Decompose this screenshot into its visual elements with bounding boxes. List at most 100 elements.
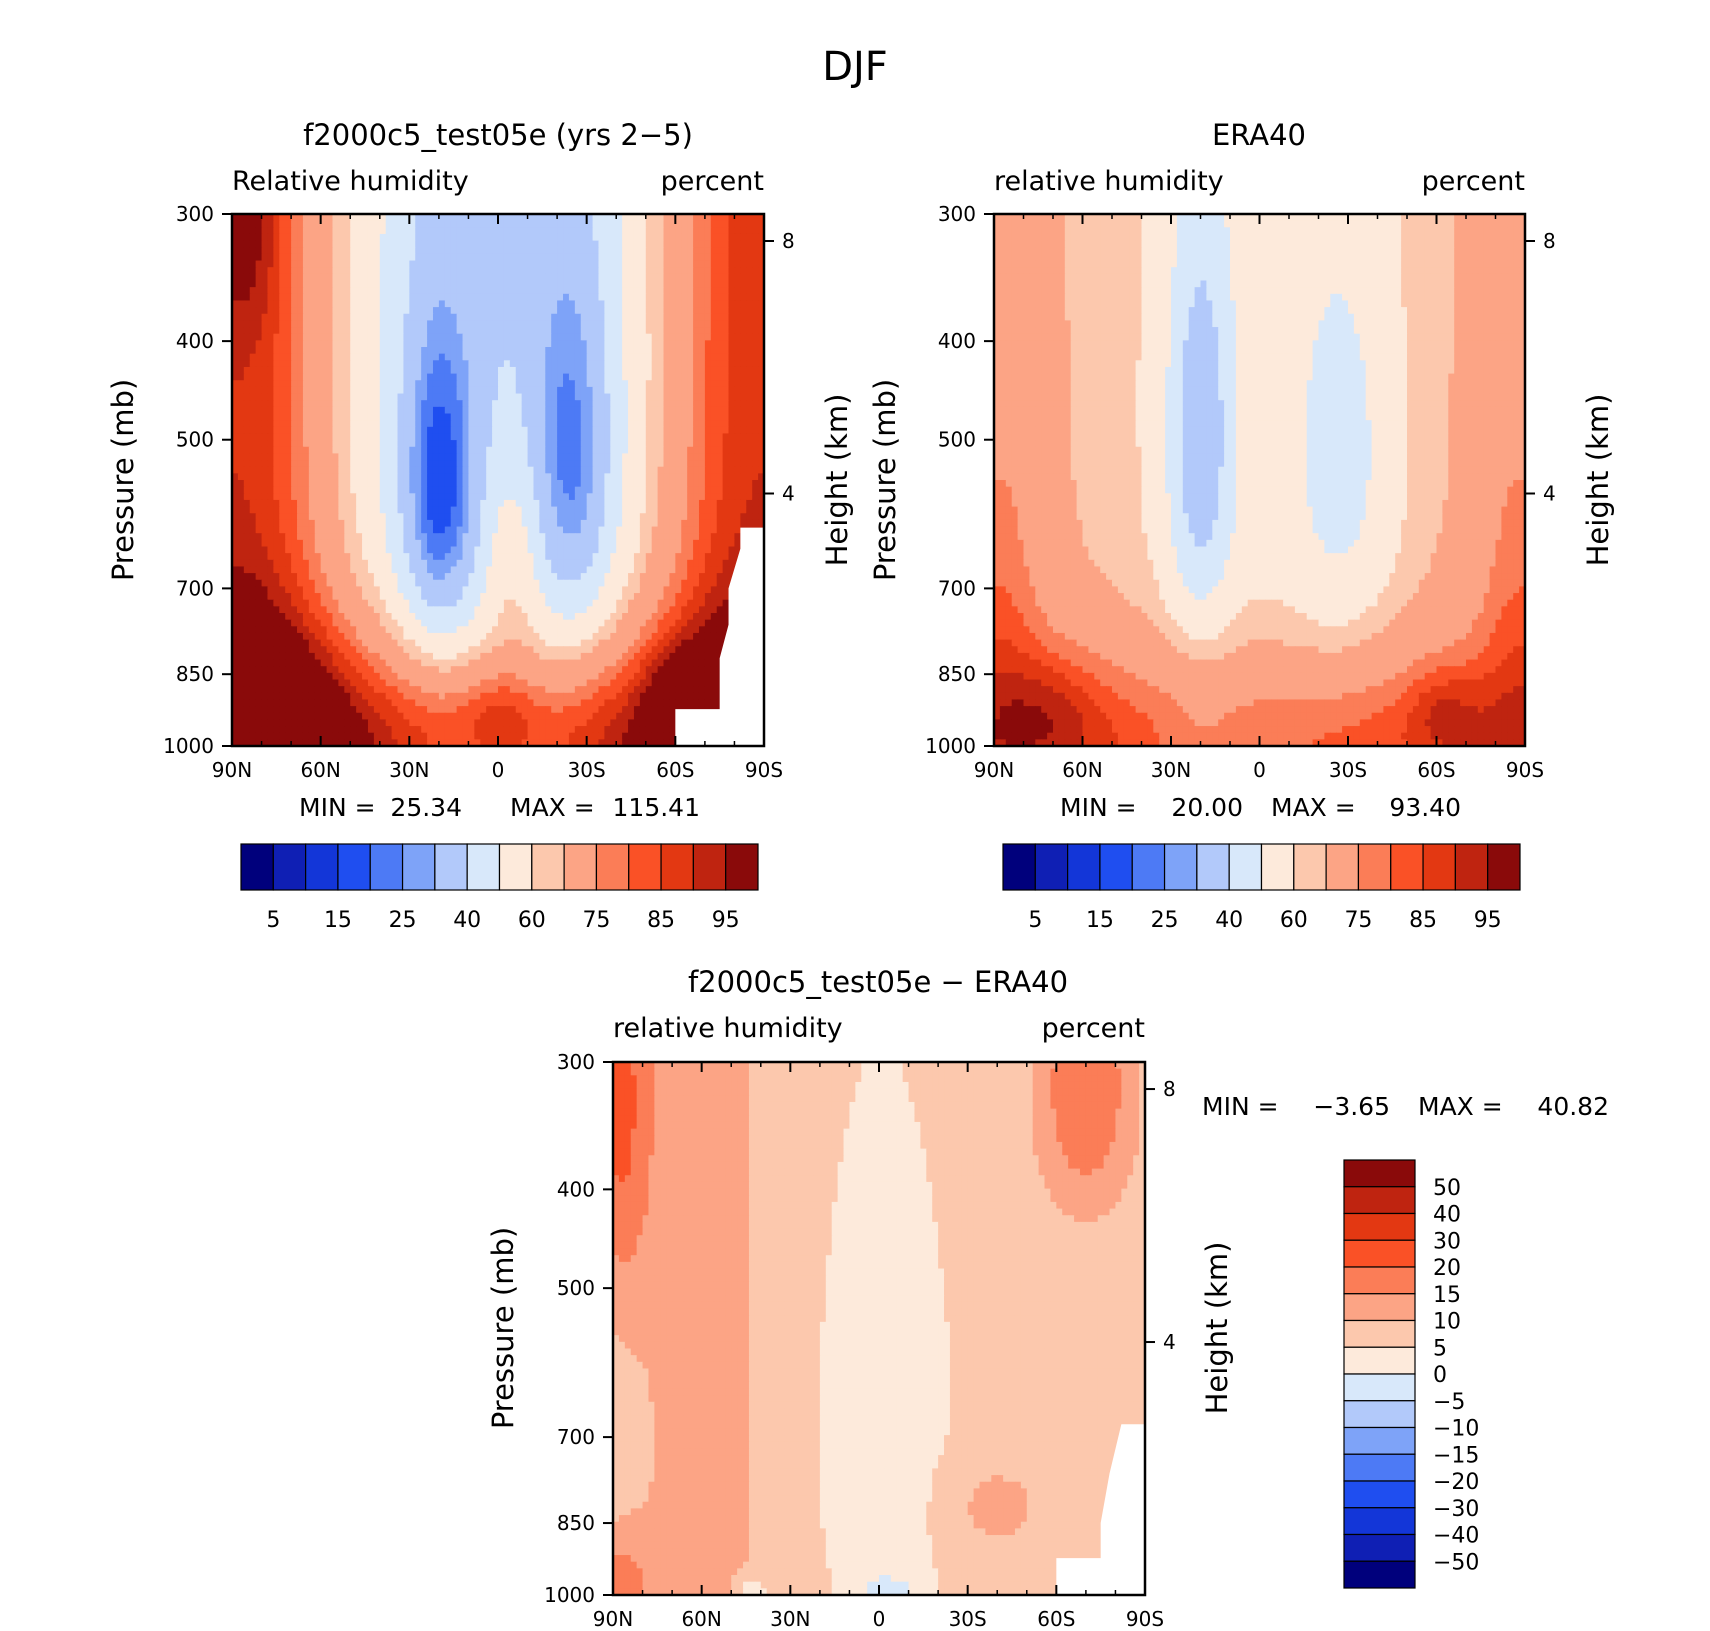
contour-cell xyxy=(651,546,659,554)
contour-cell xyxy=(704,227,712,235)
contour-cell xyxy=(243,373,251,381)
contour-cell xyxy=(444,480,452,488)
contour-cell xyxy=(492,220,499,228)
contour-cell xyxy=(243,413,251,421)
contour-cell xyxy=(326,327,334,335)
contour-cell xyxy=(291,373,298,381)
contour-cell xyxy=(563,307,570,315)
contour-cell xyxy=(563,353,570,361)
contour-cell xyxy=(563,386,570,395)
contour-cell xyxy=(675,486,682,494)
contour-cell xyxy=(415,366,422,375)
contour-cell xyxy=(302,480,310,488)
contour-cell xyxy=(291,579,298,587)
contour-cell xyxy=(237,466,245,474)
contour-cell xyxy=(622,533,629,541)
contour-cell xyxy=(545,340,552,348)
contour-cell xyxy=(232,400,239,408)
contour-cell xyxy=(633,486,641,494)
contour-cell xyxy=(249,513,257,521)
contour-cell xyxy=(758,433,764,441)
contour-cell xyxy=(551,573,558,581)
contour-cell xyxy=(628,546,635,554)
contour-cell xyxy=(326,499,334,508)
contour-cell xyxy=(586,406,594,415)
contour-cell xyxy=(610,546,617,554)
contour-cell xyxy=(681,460,688,468)
contour-cell xyxy=(693,240,700,248)
contour-cell xyxy=(314,473,322,481)
contour-cell xyxy=(533,420,540,428)
contour-cell xyxy=(716,247,724,255)
contour-cell xyxy=(704,546,712,554)
contour-cell xyxy=(243,420,251,428)
contour-cell xyxy=(492,227,499,235)
contour-cell xyxy=(616,386,623,395)
contour-cell xyxy=(291,267,298,275)
contour-cell xyxy=(450,220,458,228)
contour-cell xyxy=(545,573,552,581)
contour-cell xyxy=(693,280,700,288)
contour-cell xyxy=(249,573,257,581)
contour-cell xyxy=(308,566,316,574)
contour-cell xyxy=(604,300,611,308)
contour-cell xyxy=(267,480,274,488)
contour-cell xyxy=(669,539,676,548)
contour-cell xyxy=(527,413,535,421)
contour-cell xyxy=(462,366,470,375)
contour-cell xyxy=(332,267,339,275)
contour-cell xyxy=(622,353,629,361)
contour-cell xyxy=(450,360,458,368)
contour-cell xyxy=(432,460,440,468)
contour-cell xyxy=(610,320,617,328)
contour-cell xyxy=(604,493,611,501)
contour-cell xyxy=(237,519,245,528)
contour-cell xyxy=(456,486,464,494)
contour-cell xyxy=(291,347,298,355)
contour-cell xyxy=(279,220,286,228)
contour-cell xyxy=(752,227,759,235)
contour-cell xyxy=(232,553,239,561)
contour-cell xyxy=(639,473,647,481)
contour-cell xyxy=(344,253,351,262)
contour-cell xyxy=(669,406,676,415)
contour-cell xyxy=(403,559,410,568)
contour-cell xyxy=(367,566,375,574)
contour-cell xyxy=(710,307,718,315)
contour-cell xyxy=(628,347,635,355)
contour-cell xyxy=(551,307,558,315)
contour-cell xyxy=(492,413,499,421)
contour-cell xyxy=(480,426,487,435)
contour-cell xyxy=(344,553,351,561)
contour-cell xyxy=(385,340,393,348)
contour-cell xyxy=(444,233,452,242)
contour-cell xyxy=(450,480,458,488)
contour-cell xyxy=(628,320,635,328)
contour-cell xyxy=(498,519,505,528)
contour-cell xyxy=(367,453,375,461)
contour-cell xyxy=(326,426,334,435)
contour-cell xyxy=(687,553,694,561)
contour-cell xyxy=(586,433,594,441)
contour-cell xyxy=(367,413,375,421)
contour-cell xyxy=(693,307,700,315)
contour-cell xyxy=(261,486,269,494)
contour-cell xyxy=(728,546,736,554)
contour-cell xyxy=(580,320,588,328)
contour-cell xyxy=(574,413,582,421)
contour-cell xyxy=(350,473,357,481)
contour-cell xyxy=(616,473,623,481)
contour-cell xyxy=(427,327,434,335)
contour-cell xyxy=(350,526,357,534)
contour-cell xyxy=(580,573,588,581)
contour-cell xyxy=(728,240,736,248)
contour-cell xyxy=(279,214,286,222)
contour-cell xyxy=(663,480,671,488)
contour-cell xyxy=(308,347,316,355)
contour-cell xyxy=(533,426,540,435)
contour-cell xyxy=(645,473,653,481)
contour-cell xyxy=(385,480,393,488)
contour-cell xyxy=(314,347,322,355)
contour-cell xyxy=(563,493,570,501)
contour-cell xyxy=(580,559,588,568)
